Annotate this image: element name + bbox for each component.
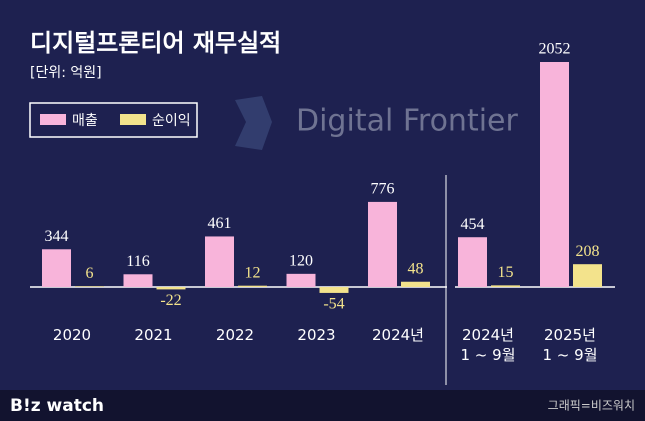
value-label: 12 [245,264,261,281]
value-label: 120 [289,253,313,270]
x-tick-label: 2023 [297,326,336,344]
chart-title: 디지털프론티어 재무실적 [30,29,281,57]
value-label: 2052 [539,41,571,58]
value-label: 454 [461,216,485,233]
value-label: 116 [126,253,149,270]
value-label: 48 [408,260,424,277]
legend-label: 매출 [72,113,98,129]
bar [156,287,186,290]
brand-logo: B!z watch [10,396,104,416]
x-tick-label: 2024년 1 ~ 9월 [460,326,516,364]
bar [573,264,602,287]
watermark: Digital Frontier [296,104,519,139]
bar [205,236,234,287]
legend-swatch [120,114,146,125]
value-label: 208 [576,243,600,260]
bar [491,285,520,287]
legend-swatch [40,114,66,125]
value-label: 461 [208,215,232,232]
value-label: 344 [45,228,69,245]
bar [42,249,71,287]
value-label: -54 [323,296,344,313]
x-tick-label: 2021 [134,326,173,344]
value-label: 776 [371,181,395,198]
legend-label: 순이익 [152,113,191,129]
legend-box [29,102,198,138]
bar [286,273,316,287]
bar [238,285,267,287]
bar [368,201,397,287]
value-label: 15 [498,264,514,281]
x-tick-label: 2022 [215,326,255,344]
x-tick-label: 2024년 [372,326,424,344]
bar [319,287,349,293]
bar [458,237,487,287]
subtitle: [단위: 억원] [30,65,102,81]
bar [401,281,430,287]
value-label: -22 [160,292,181,309]
value-label: 6 [86,265,94,282]
bar [540,62,569,287]
bar [123,274,153,287]
footer-bar [0,390,645,421]
x-tick-label: 2025년 1 ~ 9월 [542,326,598,364]
credit: 그래픽=비즈워치 [548,399,635,413]
watermark-icon [235,96,272,150]
bar [75,286,104,287]
x-tick-label: 2020 [52,326,92,344]
